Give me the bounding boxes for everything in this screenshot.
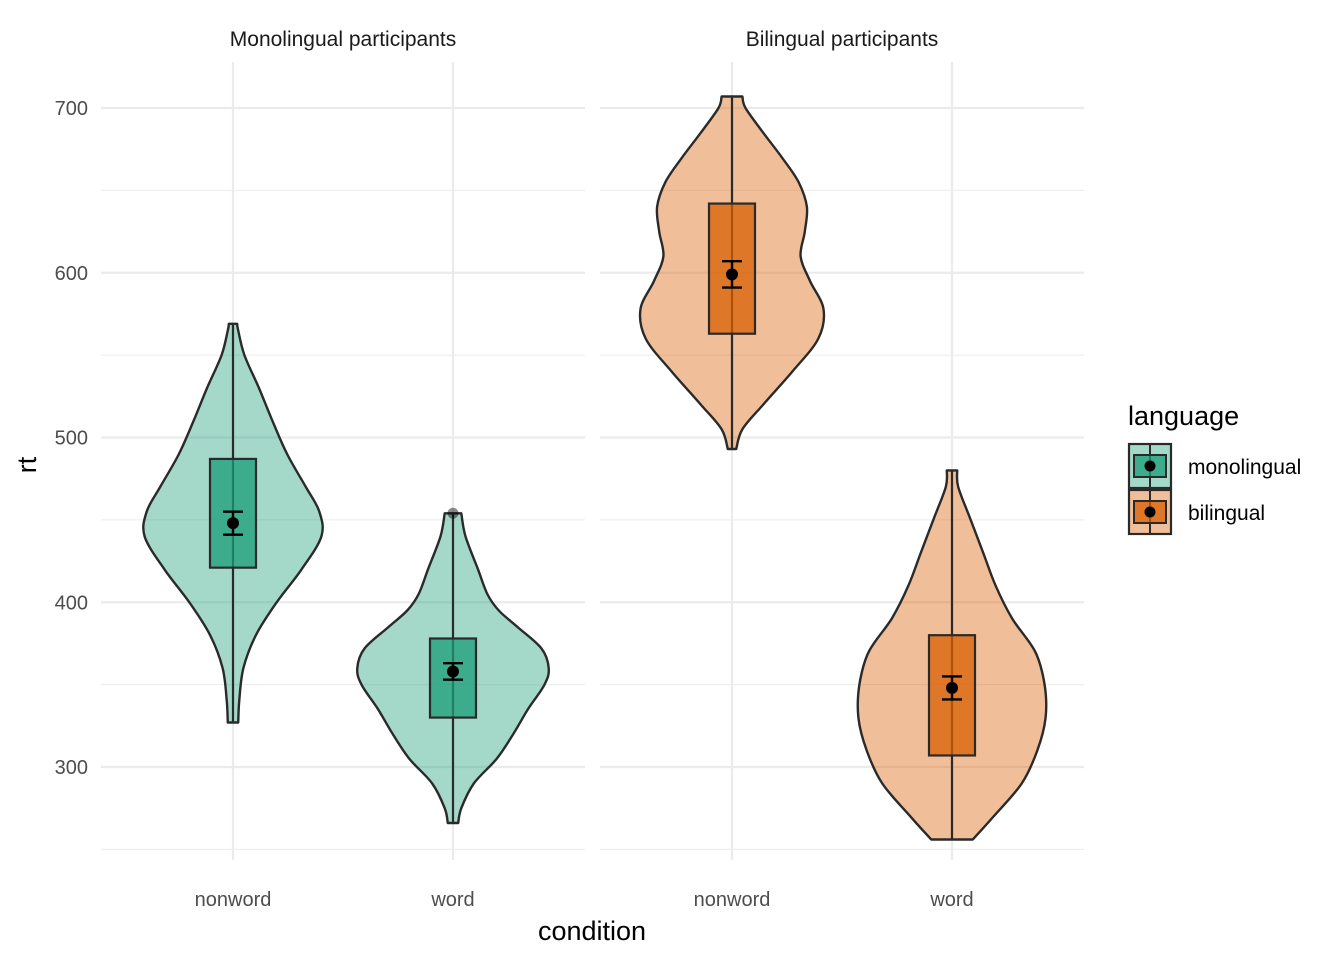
x-tick-label: nonword — [694, 889, 771, 911]
panel-title: Monolingual participants — [230, 28, 456, 51]
gridlines — [101, 62, 585, 860]
y-tick-label: 500 — [55, 428, 88, 450]
group-nonword: nonword — [638, 95, 826, 911]
panel-title: Bilingual participants — [746, 28, 939, 51]
y-tick-label: 700 — [55, 98, 88, 120]
y-tick-label: 400 — [55, 592, 88, 614]
group-nonword: nonword — [142, 322, 324, 911]
y-axis-title: rt — [12, 456, 42, 473]
legend-mean-point — [1144, 460, 1156, 472]
x-tick-label: word — [430, 889, 474, 911]
legend-label: monolingual — [1188, 456, 1301, 479]
x-tick-label: word — [929, 889, 973, 911]
mean-point — [726, 268, 738, 281]
mean-point — [946, 681, 958, 694]
outlier-point — [447, 507, 459, 519]
legend: language monolingual bilingual — [1127, 401, 1301, 536]
group-word: word — [856, 469, 1048, 911]
legend-key-bilingual — [1127, 488, 1173, 536]
x-axis-title: condition — [538, 916, 646, 946]
mean-point — [227, 517, 239, 530]
panel-bilingual: Bilingual participants nonword word — [600, 28, 1084, 911]
y-tick-label: 600 — [55, 263, 88, 285]
legend-key-monolingual — [1127, 442, 1173, 490]
panel-monolingual: Monolingual participants nonword word — [101, 28, 585, 911]
y-tick-label: 300 — [55, 757, 88, 779]
legend-title: language — [1128, 401, 1239, 431]
group-word: word — [355, 507, 551, 911]
legend-label: bilingual — [1188, 502, 1265, 525]
x-tick-label: nonword — [195, 889, 272, 911]
legend-mean-point — [1144, 506, 1156, 518]
y-axis: 300 400 500 600 700 — [55, 98, 88, 779]
mean-point — [447, 665, 459, 678]
